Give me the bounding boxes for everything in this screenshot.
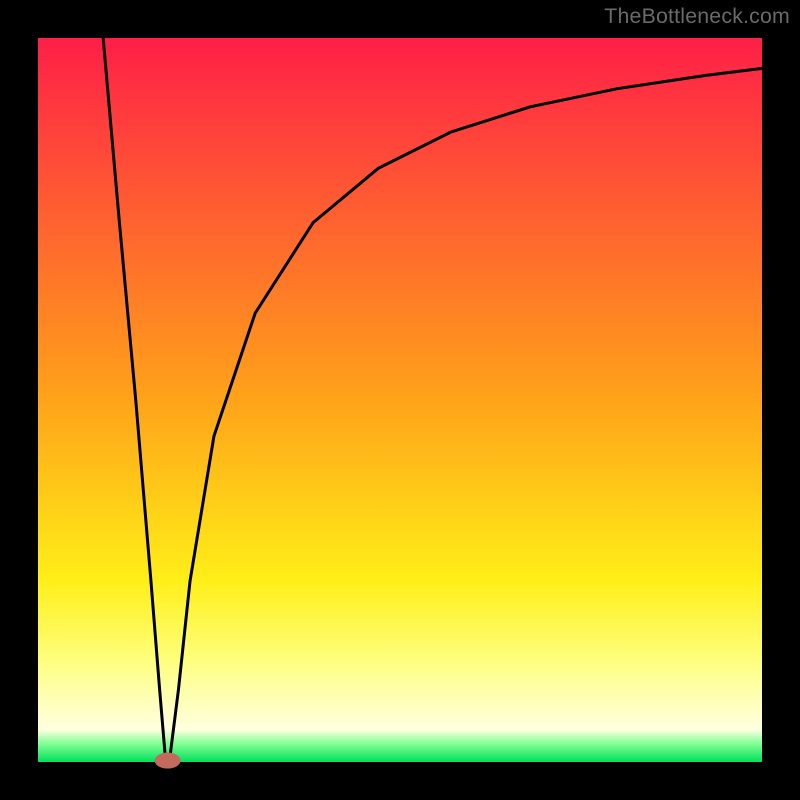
minimum-marker xyxy=(155,753,181,769)
chart-container: TheBottleneck.com xyxy=(0,0,800,800)
chart-svg xyxy=(0,0,800,800)
plot-background xyxy=(38,38,762,762)
watermark-text: TheBottleneck.com xyxy=(604,4,790,29)
